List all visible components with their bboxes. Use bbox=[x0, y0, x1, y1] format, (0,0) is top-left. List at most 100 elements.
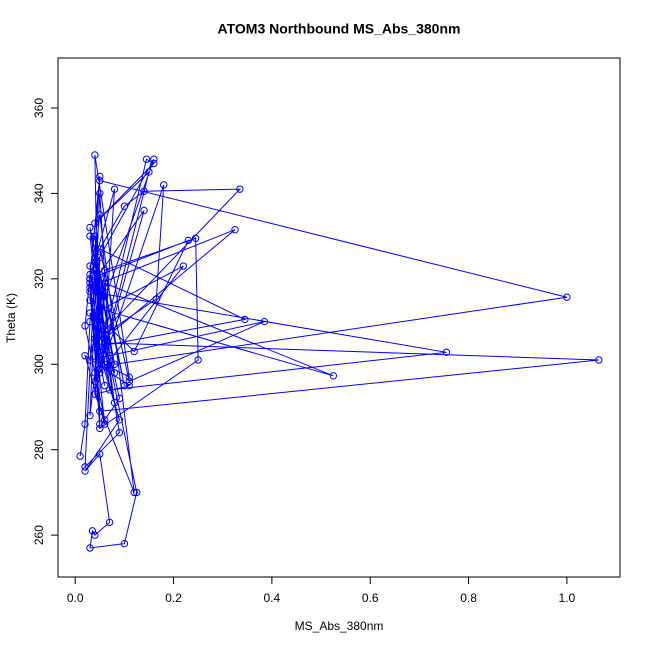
point bbox=[101, 283, 109, 292]
point bbox=[140, 206, 148, 215]
y-tick-label: 320 bbox=[32, 269, 46, 289]
point bbox=[231, 226, 239, 234]
point bbox=[145, 168, 153, 176]
point bbox=[150, 155, 158, 163]
y-axis-label: Theta (K) bbox=[4, 293, 18, 343]
point bbox=[96, 176, 104, 185]
x-axis-label: MS_Abs_380nm bbox=[295, 619, 384, 633]
point bbox=[96, 189, 104, 198]
point bbox=[86, 279, 94, 287]
point bbox=[329, 372, 338, 380]
y-tick-label: 340 bbox=[32, 183, 46, 203]
point bbox=[563, 293, 571, 301]
point bbox=[96, 211, 104, 219]
point bbox=[86, 270, 94, 279]
point bbox=[101, 381, 109, 390]
point bbox=[115, 416, 124, 424]
point bbox=[125, 381, 133, 390]
point bbox=[91, 245, 99, 253]
point bbox=[194, 356, 202, 364]
point bbox=[96, 270, 104, 279]
point bbox=[96, 424, 104, 433]
point bbox=[86, 317, 94, 326]
point bbox=[191, 234, 200, 242]
point bbox=[91, 377, 99, 386]
point bbox=[91, 390, 99, 398]
point bbox=[130, 347, 138, 356]
point bbox=[101, 420, 109, 428]
point bbox=[91, 343, 99, 351]
point bbox=[125, 377, 133, 386]
point bbox=[91, 219, 99, 228]
x-tick-label: 0.4 bbox=[264, 591, 281, 605]
point bbox=[96, 172, 104, 181]
point bbox=[115, 428, 124, 437]
point bbox=[81, 420, 89, 428]
point bbox=[86, 275, 94, 283]
point bbox=[110, 369, 119, 377]
point bbox=[115, 394, 124, 403]
point bbox=[236, 185, 244, 193]
point bbox=[86, 296, 94, 304]
point bbox=[140, 187, 148, 195]
point bbox=[120, 539, 129, 548]
point bbox=[86, 262, 94, 270]
point bbox=[91, 334, 99, 343]
point bbox=[160, 181, 168, 189]
point bbox=[91, 151, 99, 159]
point bbox=[96, 407, 104, 415]
point bbox=[101, 292, 109, 300]
point bbox=[101, 360, 109, 368]
x-tick-label: 0.6 bbox=[362, 591, 379, 605]
point bbox=[120, 381, 129, 390]
point bbox=[81, 467, 89, 475]
point bbox=[86, 544, 94, 552]
point bbox=[96, 369, 104, 377]
point bbox=[120, 202, 129, 210]
point bbox=[125, 373, 133, 381]
point bbox=[101, 326, 109, 334]
point bbox=[110, 185, 119, 193]
point bbox=[152, 295, 161, 303]
point bbox=[91, 531, 99, 539]
point bbox=[86, 232, 94, 240]
point bbox=[96, 253, 104, 262]
point bbox=[101, 416, 109, 424]
chart-title: ATOM3 Northbound MS_Abs_380nm bbox=[218, 21, 461, 37]
point bbox=[101, 339, 109, 347]
point bbox=[184, 236, 192, 245]
point bbox=[105, 386, 114, 394]
point bbox=[86, 356, 94, 364]
point bbox=[96, 245, 104, 253]
point bbox=[101, 266, 109, 274]
point bbox=[96, 343, 104, 351]
point bbox=[105, 364, 114, 373]
point bbox=[96, 364, 104, 373]
point bbox=[442, 348, 451, 357]
point bbox=[76, 452, 84, 460]
point bbox=[105, 518, 114, 527]
y-tick-label: 360 bbox=[32, 98, 46, 118]
point bbox=[96, 356, 104, 364]
x-tick-label: 0.2 bbox=[165, 591, 182, 605]
x-tick-label: 0.0 bbox=[67, 591, 84, 605]
point bbox=[179, 262, 188, 270]
point bbox=[91, 249, 99, 257]
point bbox=[130, 488, 138, 497]
point bbox=[86, 283, 94, 292]
point bbox=[132, 488, 141, 497]
point bbox=[81, 322, 89, 330]
point bbox=[595, 356, 603, 364]
point bbox=[241, 315, 249, 324]
plot-frame bbox=[57, 57, 621, 578]
point bbox=[91, 266, 99, 274]
point bbox=[91, 369, 99, 377]
point bbox=[86, 223, 94, 232]
y-tick-label: 280 bbox=[32, 439, 46, 459]
point bbox=[260, 317, 269, 326]
series-line bbox=[79, 154, 599, 549]
point bbox=[81, 352, 89, 360]
point bbox=[142, 155, 151, 163]
point bbox=[110, 360, 119, 368]
point bbox=[96, 420, 104, 428]
